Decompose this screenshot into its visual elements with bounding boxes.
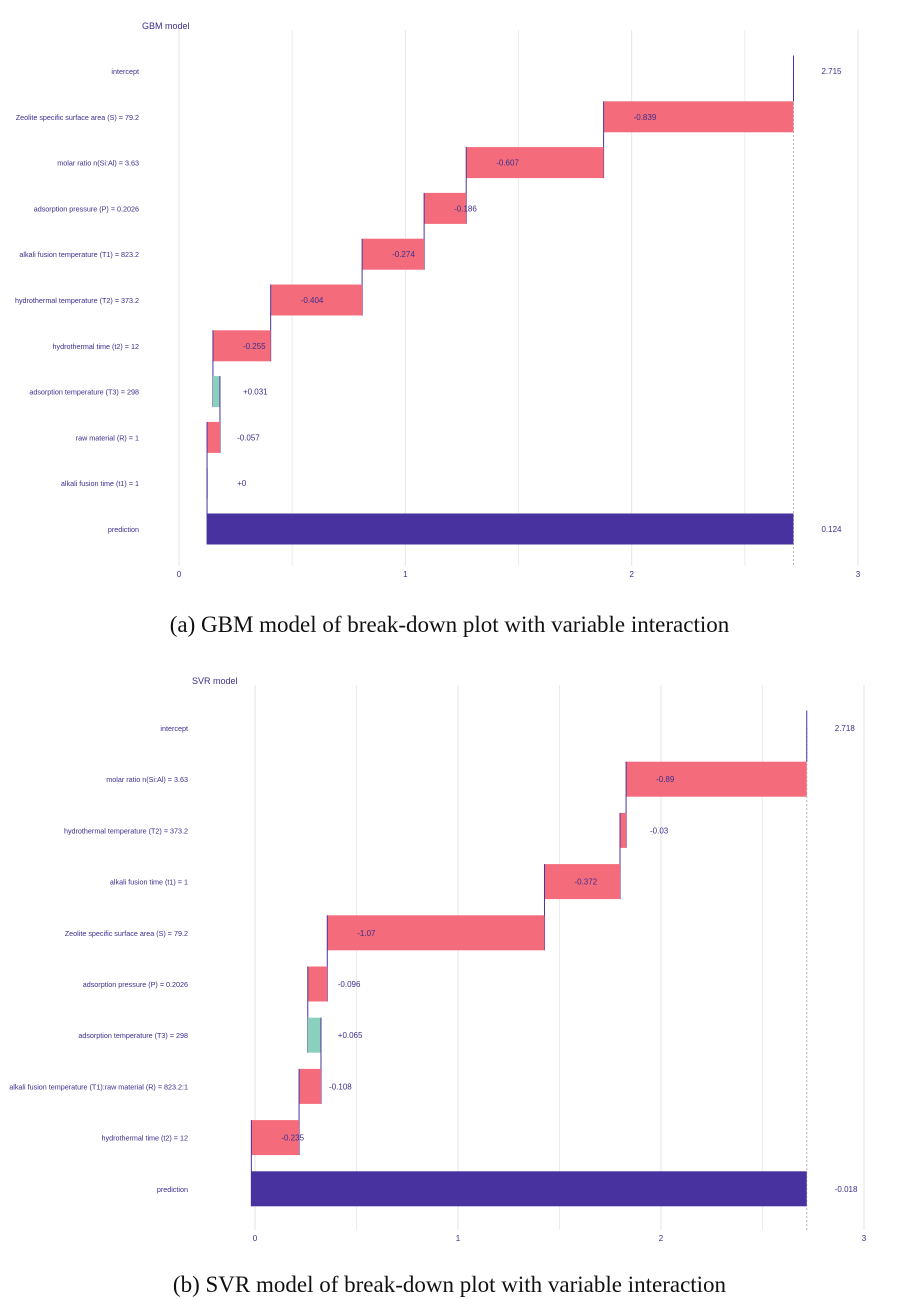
value-label: -0.096: [338, 980, 361, 989]
row-label: hydrothermal time (t2) = 12: [102, 1134, 189, 1143]
value-label: -0.607: [496, 159, 519, 168]
row-label: Zeolite specific surface area (S) = 79.2: [16, 113, 139, 122]
row-label: adsorption pressure (P) = 0.2026: [34, 204, 139, 213]
x-tick-label: 1: [403, 570, 408, 579]
contribution-bar: [307, 966, 328, 1002]
value-label: 0.124: [821, 525, 842, 534]
contribution-bar: [251, 1120, 300, 1156]
row-label: raw material (R) = 1: [76, 433, 139, 442]
contribution-bar: [212, 330, 271, 362]
row-label: alkali fusion time (t1) = 1: [61, 479, 139, 488]
contribution-bar: [466, 147, 604, 179]
value-label: +0.065: [338, 1031, 363, 1040]
x-tick-label: 1: [456, 1234, 461, 1243]
row-label: hydrothermal temperature (T2) = 373.2: [64, 826, 188, 835]
row-label: intercept: [160, 724, 188, 733]
contribution-bar: [307, 1017, 321, 1053]
x-tick-label: 0: [253, 1234, 258, 1243]
row-label: hydrothermal time (t2) = 12: [53, 342, 140, 351]
contribution-bar: [619, 812, 627, 848]
contribution-bar: [212, 376, 220, 408]
value-label: -0.108: [329, 1082, 352, 1091]
row-label: adsorption temperature (T3) = 298: [78, 1031, 188, 1040]
row-label: adsorption pressure (P) = 0.2026: [83, 980, 188, 989]
value-label: +0: [237, 479, 247, 488]
row-label: hydrothermal temperature (T2) = 373.2: [15, 296, 139, 305]
value-label: -0.89: [656, 775, 675, 784]
value-label: -0.372: [574, 878, 597, 887]
x-tick-label: 0: [177, 570, 182, 579]
contribution-bar: [626, 761, 807, 797]
row-label: molar ratio n(Si:Al) = 3.63: [106, 775, 188, 784]
prediction-bar: [207, 513, 794, 545]
value-label: -0.057: [237, 433, 260, 442]
row-label: intercept: [111, 67, 139, 76]
value-label: -0.839: [634, 113, 657, 122]
value-label: -1.07: [357, 929, 376, 938]
row-label: Zeolite specific surface area (S) = 79.2: [65, 929, 188, 938]
prediction-bar: [251, 1171, 807, 1207]
contribution-bar: [424, 192, 467, 224]
value-label: -0.235: [281, 1134, 304, 1143]
row-label: prediction: [108, 525, 139, 534]
x-tick-label: 3: [856, 570, 861, 579]
svr-break-down-chart: SVR model 0 1 2 3 intercept 2.718 molar ratio n…: [9, 676, 867, 1243]
contribution-bar: [327, 915, 545, 951]
row-label: prediction: [157, 1185, 188, 1194]
row-label: alkali fusion temperature (T1) = 823.2: [19, 250, 139, 259]
value-label: 2.715: [821, 67, 842, 76]
contribution-bar: [362, 238, 425, 270]
contribution-bar: [207, 421, 220, 453]
row-label: alkali fusion time (t1) = 1: [110, 878, 188, 887]
x-tick-label: 2: [659, 1234, 664, 1243]
value-label: -0.274: [392, 250, 415, 259]
row-label: molar ratio n(Si:Al) = 3.63: [57, 159, 139, 168]
row-label: adsorption temperature (T3) = 298: [29, 388, 139, 397]
value-label: -0.186: [454, 204, 477, 213]
gbm-break-down-chart: GBM model 0 1 2 3 intercept 2.715 Zeolite speci…: [15, 21, 861, 579]
value-label: -0.018: [835, 1185, 858, 1194]
x-tick-label: 3: [862, 1234, 867, 1243]
contribution-bar: [270, 284, 363, 316]
value-label: -0.03: [650, 826, 669, 835]
value-label: -0.404: [301, 296, 324, 305]
value-label: +0.031: [243, 388, 268, 397]
value-label: -0.255: [243, 342, 266, 351]
value-label: 2.718: [835, 724, 856, 733]
gbm-figure-caption: (a) GBM model of break-down plot with va…: [169, 612, 730, 637]
chart-title: GBM model: [142, 21, 190, 31]
row-label: alkali fusion temperature (T1):raw mater…: [9, 1082, 188, 1091]
chart-title: SVR model: [192, 676, 238, 686]
x-tick-label: 2: [629, 570, 634, 579]
svr-figure-caption: (b) SVR model of break-down plot with va…: [172, 1272, 727, 1297]
contribution-bar: [544, 864, 620, 900]
contribution-bar: [299, 1068, 321, 1104]
contribution-bar: [603, 101, 794, 133]
